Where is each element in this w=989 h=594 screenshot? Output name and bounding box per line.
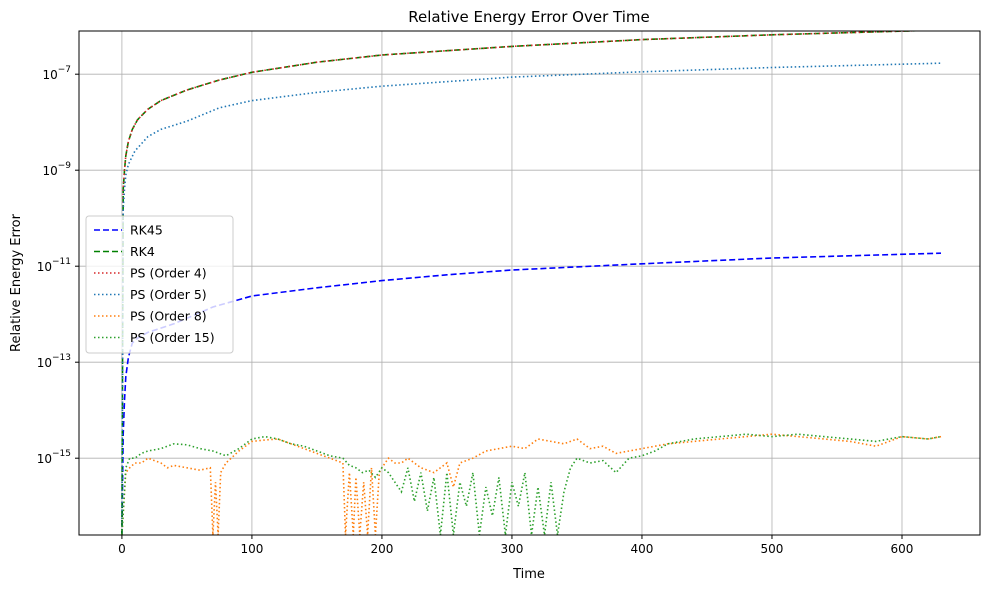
x-tick-label: 200 bbox=[370, 542, 393, 556]
legend-label: PS (Order 8) bbox=[130, 309, 207, 324]
series-line-ps-order-5 bbox=[122, 63, 941, 535]
y-axis-label: Relative Energy Error bbox=[9, 213, 24, 352]
y-tick-label: 10−13 bbox=[37, 353, 71, 370]
series-line-rk45 bbox=[122, 253, 941, 535]
y-tick-label: 10−9 bbox=[42, 161, 71, 178]
series-line-ps-order-8 bbox=[122, 434, 941, 535]
x-tick-label: 400 bbox=[631, 542, 654, 556]
x-tick-label: 600 bbox=[891, 542, 914, 556]
y-tick-base: 10 bbox=[37, 356, 52, 370]
y-tick-label: 10−11 bbox=[37, 257, 71, 274]
x-tick-label: 0 bbox=[118, 542, 126, 556]
y-tick-base: 10 bbox=[37, 260, 52, 274]
x-tick-label: 500 bbox=[761, 542, 784, 556]
x-tick-label: 300 bbox=[500, 542, 523, 556]
series-line-rk4 bbox=[122, 30, 941, 535]
y-tick-exponent: −7 bbox=[58, 65, 71, 75]
series-line-ps-order-4 bbox=[122, 30, 941, 535]
x-tick-label: 100 bbox=[240, 542, 263, 556]
y-tick-exponent: −15 bbox=[52, 449, 71, 459]
y-tick-exponent: −9 bbox=[58, 161, 72, 171]
legend-label: RK4 bbox=[130, 244, 155, 259]
series-layer bbox=[122, 30, 941, 535]
legend-label: RK45 bbox=[130, 223, 163, 238]
y-tick-base: 10 bbox=[37, 452, 52, 466]
legend: RK45 RK4 PS (Order 4) PS (Order 5) PS (Order… bbox=[86, 216, 233, 353]
chart-title: Relative Energy Error Over Time bbox=[408, 8, 649, 26]
y-tick-base: 10 bbox=[42, 68, 57, 82]
y-tick-exponent: −11 bbox=[52, 257, 71, 267]
series-line-ps-order-15 bbox=[122, 434, 941, 535]
y-tick-base: 10 bbox=[42, 164, 57, 178]
x-axis-label: Time bbox=[512, 567, 545, 582]
y-tick-exponent: −13 bbox=[52, 353, 71, 363]
legend-label: PS (Order 5) bbox=[130, 287, 207, 302]
legend-label: PS (Order 15) bbox=[130, 330, 215, 345]
y-tick-label: 10−15 bbox=[37, 449, 71, 466]
y-tick-label: 10−7 bbox=[42, 65, 71, 82]
legend-label: PS (Order 4) bbox=[130, 266, 207, 281]
